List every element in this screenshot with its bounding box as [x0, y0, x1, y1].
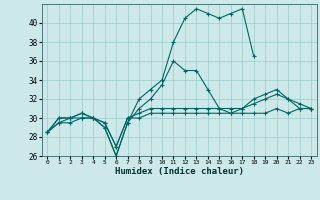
X-axis label: Humidex (Indice chaleur): Humidex (Indice chaleur) — [115, 167, 244, 176]
